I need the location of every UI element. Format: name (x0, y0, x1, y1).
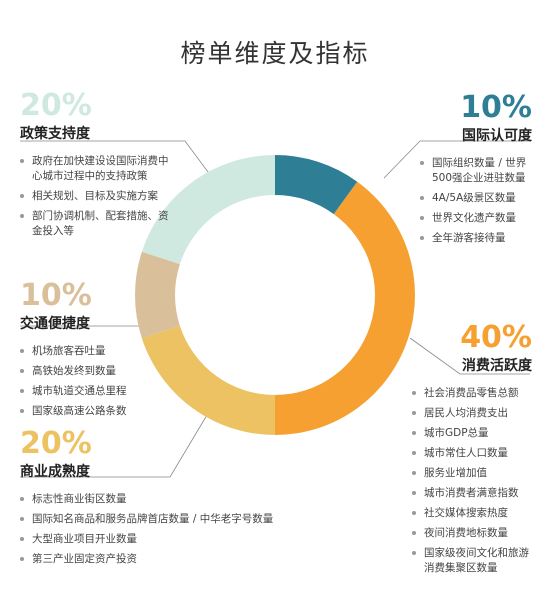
category-name: 交通便捷度 (20, 316, 90, 332)
indicator-item: 城市GDP总量 (412, 426, 532, 441)
legend-block: 20% 政策支持度政府在加快建设设国际消费中心城市过程中的支持政策相关规划、目标及… (20, 90, 170, 244)
percent-label: 10% (20, 278, 92, 313)
leader-line (383, 140, 530, 179)
indicator-item: 大型商业项目开业数量 (20, 532, 320, 547)
leader-line (20, 409, 211, 478)
indicator-item: 城市常住人口数量 (412, 446, 532, 461)
indicator-item: 夜间消费地标数量 (412, 526, 532, 541)
indicator-item: 第三产业固定资产投资 (20, 552, 320, 567)
legend-block: 10% 国际认可度国际组织数量 / 世界500强企业进驻数量 4A/5A级景区数量世… (420, 92, 532, 251)
indicator-list: 社会消费品零售总额 居民人均消费支出 城市GDP总量 城市常住人口数量 服务业增加值 城市… (412, 386, 532, 576)
indicator-item: 国际组织数量 / 世界500强企业进驻数量 (420, 156, 532, 186)
leader-lines (20, 140, 530, 478)
indicator-item: 国际知名商品和服务品牌首店数量 / 中华老字号数量 (20, 512, 320, 527)
indicator-item: 政府在加快建设设国际消费中心城市过程中的支持政策 (20, 154, 170, 184)
indicator-list: 政府在加快建设设国际消费中心城市过程中的支持政策相关规划、目标及实施方案部门协调… (20, 154, 170, 239)
indicator-item: 高铁始发终到数量 (20, 364, 160, 379)
percent-label: 20% (20, 426, 92, 461)
indicator-item: 标志性商业街区数量 (20, 492, 320, 507)
indicator-list: 国际组织数量 / 世界500强企业进驻数量 4A/5A级景区数量 世界文化遗产数量全… (420, 156, 532, 246)
legend-block: 20% 商业成熟度标志性商业街区数量 国际知名商品和服务品牌首店数量 / 中华老字号… (20, 428, 320, 572)
category-name: 消费活跃度 (462, 358, 532, 374)
percent-label: 20% (20, 88, 92, 123)
indicator-item: 国家级高速公路条数 (20, 404, 160, 419)
category-name: 政策支持度 (20, 126, 90, 142)
leader-line (409, 337, 530, 375)
indicator-item: 机场旅客吞吐量 (20, 344, 160, 359)
leader-line (20, 140, 215, 181)
indicator-item: 社会消费品零售总额 (412, 386, 532, 401)
indicator-item: 相关规划、目标及实施方案 (20, 189, 170, 204)
indicator-item: 部门协调机制、配套措施、资金投入等 (20, 209, 170, 239)
indicator-item: 城市消费者满意指数 (412, 486, 532, 501)
indicator-item: 世界文化遗产数量 (420, 211, 532, 226)
indicator-item: 社交媒体搜索热度 (412, 506, 532, 521)
indicator-list: 标志性商业街区数量 国际知名商品和服务品牌首店数量 / 中华老字号数量 大型商业项目… (20, 492, 320, 567)
category-name: 商业成熟度 (20, 464, 90, 480)
percent-label: 10% (460, 90, 532, 125)
indicator-item: 国家级夜间文化和旅游消费集聚区数量 (412, 546, 532, 576)
indicator-list: 机场旅客吞吐量 高铁始发终到数量 城市轨道交通总里程 国家级高速公路条数 (20, 344, 160, 419)
donut-segment (141, 155, 275, 265)
donut-segment (141, 325, 275, 435)
indicator-item: 居民人均消费支出 (412, 406, 532, 421)
donut-segment (275, 181, 416, 435)
percent-label: 40% (460, 320, 532, 355)
legend-block: 40% 消费活跃度社会消费品零售总额 居民人均消费支出 城市GDP总量 城市常住人口数量… (412, 322, 532, 581)
indicator-item: 4A/5A级景区数量 (420, 191, 532, 206)
indicator-item: 城市轨道交通总里程 (20, 384, 160, 399)
donut-segment (275, 155, 358, 215)
indicator-item: 服务业增加值 (412, 466, 532, 481)
legend-block: 10% 交通便捷度机场旅客吞吐量 高铁始发终到数量 城市轨道交通总里程 国家级高速公路条… (20, 280, 160, 424)
donut-segment (134, 251, 180, 339)
indicator-item: 全年游客接待量 (420, 231, 532, 246)
category-name: 国际认可度 (462, 128, 532, 144)
chart-title: 榜单维度及指标 (180, 39, 370, 68)
